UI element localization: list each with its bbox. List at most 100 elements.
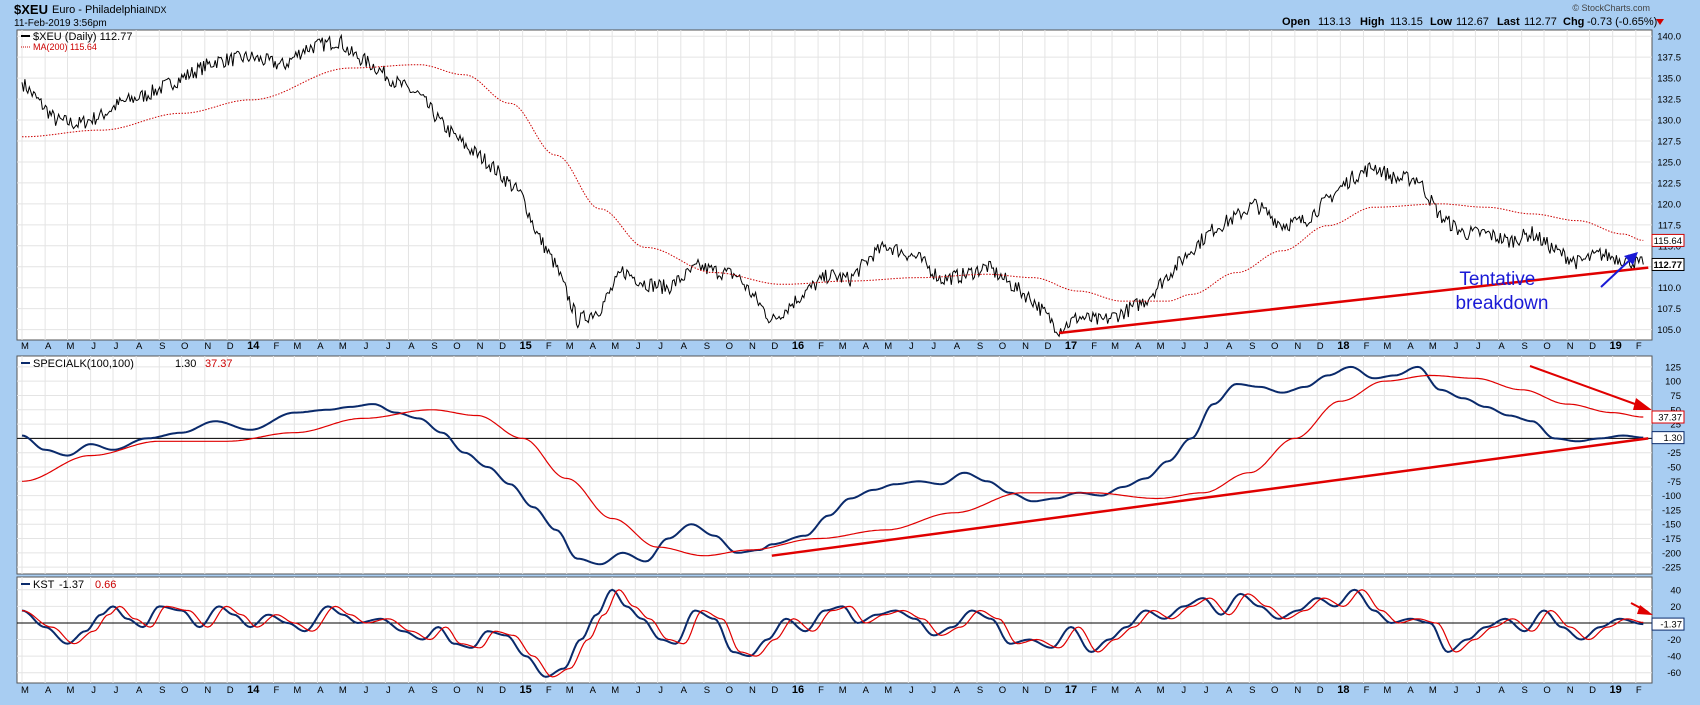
- x-tick-label: F: [1636, 341, 1642, 352]
- y-tick-label: -20: [1667, 635, 1681, 646]
- x-tick-label: N: [749, 341, 756, 352]
- kst-legend: KST -1.37 0.66: [21, 579, 116, 591]
- x-tick-label: A: [863, 341, 870, 352]
- y-tick-label: -60: [1667, 668, 1681, 679]
- y-tick-label: 127.5: [1657, 136, 1681, 147]
- arrowhead-icon: [1637, 605, 1653, 615]
- x-tick-label: D: [771, 341, 778, 352]
- x-tick-label: M: [839, 685, 847, 696]
- y-tick-label: -200: [1662, 548, 1681, 559]
- specialk-signal-line: [21, 374, 1644, 557]
- x-tick-label: S: [977, 685, 983, 696]
- x-tick-label: M: [611, 341, 619, 352]
- x-tick-label: M: [884, 341, 892, 352]
- x-tick-label: M: [1157, 685, 1165, 696]
- y-tick-label: 75: [1670, 391, 1681, 402]
- y-tick-label: -175: [1662, 534, 1681, 545]
- tentative-breakdown-annotation: Tentative breakdown: [1456, 252, 1638, 314]
- x-tick-label: J: [364, 685, 369, 696]
- x-tick-label: A: [45, 341, 52, 352]
- x-tick-label: N: [1022, 685, 1029, 696]
- x-tick-label: M: [67, 685, 75, 696]
- x-tick-label: M: [339, 341, 347, 352]
- x-tick-label: O: [1543, 685, 1550, 696]
- x-tick-label: J: [909, 341, 914, 352]
- x-tick-label: 17: [1065, 684, 1077, 696]
- kst-legend-name: KST: [33, 579, 55, 591]
- x-tick-label: D: [1317, 685, 1324, 696]
- y-tick-label: -150: [1662, 520, 1681, 531]
- x-tick-label: S: [704, 685, 710, 696]
- grid-layer: [17, 30, 1652, 683]
- chg-label: Chg: [1563, 16, 1584, 28]
- x-tick-label: N: [1567, 341, 1574, 352]
- x-tick-label: J: [1476, 685, 1481, 696]
- x-tick-label: F: [1364, 685, 1370, 696]
- x-tick-label: J: [931, 685, 936, 696]
- y-tick-label: 122.5: [1657, 178, 1681, 189]
- y-tick-label: 25: [1670, 420, 1681, 431]
- x-tick-label: O: [999, 341, 1006, 352]
- x-tick-label: O: [1271, 341, 1278, 352]
- x-tick-label: A: [1407, 341, 1414, 352]
- x-tick-label: J: [386, 341, 391, 352]
- x-tick-label: F: [818, 341, 824, 352]
- y-tick-label: -40: [1667, 652, 1681, 663]
- kst-down-arrow: [1630, 602, 1653, 615]
- kst-value-tag: -1.37: [1660, 620, 1682, 631]
- kst-signal-line: [21, 589, 1644, 678]
- kst-value-tag-box: [1651, 617, 1685, 631]
- open-value: 113.13: [1318, 16, 1351, 28]
- x-tick-label: M: [884, 685, 892, 696]
- x-tick-label: D: [1317, 341, 1324, 352]
- y-tick-label: 105.0: [1657, 325, 1681, 336]
- y-tick-label: 117.5: [1658, 220, 1681, 231]
- x-tick-label: S: [159, 685, 165, 696]
- x-tick-label: M: [566, 341, 574, 352]
- x-tick-label: J: [386, 685, 391, 696]
- x-tick-label: A: [681, 341, 688, 352]
- x-tick-label: M: [611, 685, 619, 696]
- y-tick-label: 20: [1670, 602, 1681, 613]
- x-tick-label: F: [1636, 685, 1642, 696]
- x-tick-label: 18: [1337, 340, 1349, 352]
- x-tick-label: N: [477, 341, 484, 352]
- quote-bar: Open 113.13 High 113.15 Low 112.67 Last …: [1282, 16, 1664, 28]
- x-tick-label: F: [274, 685, 280, 696]
- specialk-signal-tag: 37.37: [1658, 413, 1682, 424]
- specialk-legend-signal: 37.37: [205, 358, 233, 370]
- x-tick-label: D: [1589, 685, 1596, 696]
- x-tick-label: 19: [1610, 684, 1622, 696]
- x-tick-label: N: [477, 685, 484, 696]
- trendline: [1058, 266, 1649, 335]
- specialk-legend-value: 1.30: [175, 358, 196, 370]
- kst-panel: [16, 576, 1653, 684]
- annotation-line-2: breakdown: [1456, 293, 1549, 314]
- x-axis: M A M J J A S O N D 14 F M A M J J A S O N D 15 F M A M J J A S O N D 16 F M…: [21, 340, 1642, 696]
- x-tick-label: D: [1589, 341, 1596, 352]
- x-tick-label: N: [204, 341, 211, 352]
- x-tick-label: A: [1226, 341, 1233, 352]
- y-tick-label: 40: [1670, 585, 1681, 596]
- ma-value-tag: 115.64: [1654, 236, 1682, 247]
- x-tick-label: A: [681, 685, 688, 696]
- x-tick-label: M: [21, 685, 29, 696]
- index-name: Euro - Philadelphia: [52, 4, 146, 16]
- high-label: High: [1360, 16, 1385, 28]
- x-tick-label: J: [658, 341, 663, 352]
- trendline: [771, 437, 1649, 557]
- high-value: 113.15: [1390, 16, 1423, 28]
- y-tick-label: 135.0: [1657, 74, 1681, 85]
- ma-legend-text: MA(200) 115.64: [33, 42, 97, 52]
- x-tick-label: N: [204, 685, 211, 696]
- price-line: [21, 33, 1644, 338]
- x-tick-label: A: [317, 685, 324, 696]
- x-tick-label: O: [453, 685, 460, 696]
- x-tick-label: D: [771, 685, 778, 696]
- x-tick-label: O: [453, 341, 460, 352]
- y-tick-label: -100: [1662, 491, 1681, 502]
- x-tick-label: J: [658, 685, 663, 696]
- x-tick-label: A: [408, 341, 415, 352]
- x-tick-label: J: [1204, 341, 1209, 352]
